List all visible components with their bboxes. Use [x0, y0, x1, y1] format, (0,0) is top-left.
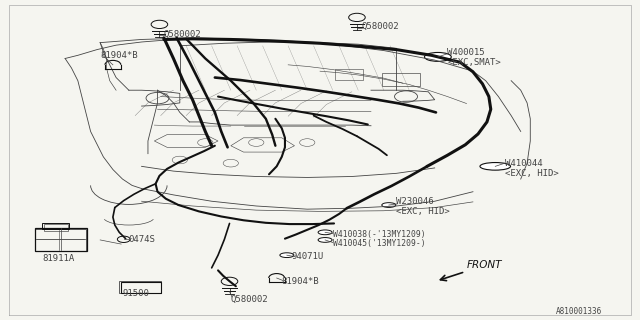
Ellipse shape	[318, 230, 332, 235]
Text: Q580002: Q580002	[362, 22, 399, 31]
Text: W400015: W400015	[447, 48, 485, 57]
Text: FRONT: FRONT	[467, 260, 502, 270]
Text: 94071U: 94071U	[291, 252, 324, 261]
Text: W410038(-'13MY1209): W410038(-'13MY1209)	[333, 230, 426, 239]
Text: W410044: W410044	[505, 159, 543, 168]
Text: Q580002: Q580002	[231, 295, 268, 304]
Ellipse shape	[280, 253, 294, 258]
Ellipse shape	[424, 52, 451, 61]
Text: 0474S: 0474S	[129, 236, 156, 244]
Text: W230046: W230046	[396, 197, 434, 206]
Text: 81904*B: 81904*B	[282, 277, 319, 286]
Text: 81904*B: 81904*B	[100, 51, 138, 60]
Text: A810001336: A810001336	[556, 307, 602, 316]
Ellipse shape	[318, 237, 332, 242]
Text: Q580002: Q580002	[164, 30, 202, 39]
Ellipse shape	[480, 163, 511, 170]
Text: <EXC,SMAT>: <EXC,SMAT>	[447, 58, 501, 67]
Text: <EXC, HID>: <EXC, HID>	[396, 207, 450, 216]
Text: 91500: 91500	[122, 289, 149, 298]
Text: W410045('13MY1209-): W410045('13MY1209-)	[333, 239, 426, 248]
Text: <EXC, HID>: <EXC, HID>	[505, 169, 559, 178]
Ellipse shape	[382, 203, 396, 207]
Text: 81911A: 81911A	[43, 254, 75, 263]
